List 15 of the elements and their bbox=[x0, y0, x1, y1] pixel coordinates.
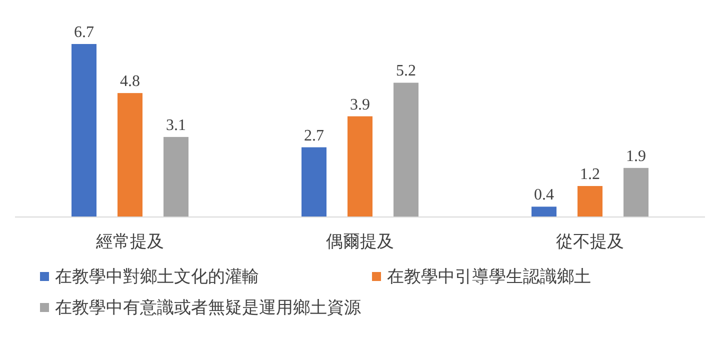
legend-label: 在教學中對鄉土文化的灌輸 bbox=[55, 267, 259, 286]
legend-label: 在教學中有意識或者無疑是運用鄉土資源 bbox=[55, 298, 361, 317]
data-label: 3.9 bbox=[350, 96, 370, 114]
data-label: 4.8 bbox=[120, 73, 140, 90]
data-label: 5.2 bbox=[396, 62, 416, 80]
x-tick-label: 偶爾提及 bbox=[326, 232, 394, 251]
data-label: 0.4 bbox=[534, 186, 554, 204]
data-label: 1.2 bbox=[580, 166, 600, 184]
data-label: 6.7 bbox=[74, 24, 94, 41]
data-label: 1.9 bbox=[626, 148, 646, 165]
x-tick-label: 經常提及 bbox=[95, 232, 164, 251]
legend-label: 在教學中引導學生認識鄉土 bbox=[387, 267, 591, 286]
data-label: 3.1 bbox=[166, 116, 186, 134]
x-tick-label: 從不提及 bbox=[556, 232, 624, 251]
data-label: 2.7 bbox=[304, 127, 324, 144]
